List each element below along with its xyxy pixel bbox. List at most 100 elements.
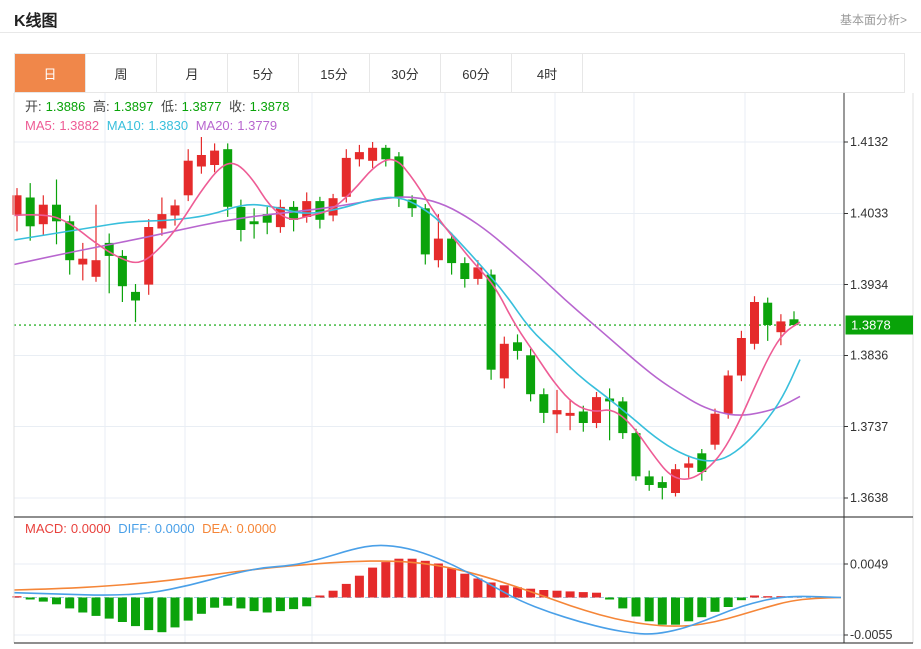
macd-bar [368,567,378,598]
price-axis-label: 1.3836 [850,349,888,363]
price-axis-label: 1.4132 [850,135,888,149]
ma10-label: MA10: [106,118,145,133]
candle-body [526,355,536,395]
diff-label: DIFF: [118,521,151,536]
macd-bar [671,597,680,625]
candle-body [302,201,312,217]
candle-body [631,433,641,477]
ma20-line [13,196,801,416]
macd-bar [763,596,773,598]
tab-day[interactable]: 日 [15,54,86,92]
macd-bar [407,558,417,598]
macd-bar [592,592,601,598]
low-value: 1.3877 [181,99,222,114]
candle-body [539,394,549,413]
candle-body [78,258,88,265]
macd-bar [499,585,509,598]
ma10-value: 1.3830 [148,118,189,133]
macd-bar [631,597,641,617]
macd-bar [236,597,246,609]
candle-body [25,197,35,227]
macd-bar [328,590,338,598]
candle-body [723,375,733,414]
ma10-line [13,196,801,462]
macd-bar [104,597,114,619]
macd-info: MACD: 0.0000 DIFF: 0.0000 DEA: 0.0000 [25,521,280,536]
candle-body [789,319,799,326]
macd-bar [117,597,127,622]
candle-body [420,208,430,255]
macd-bar [38,597,48,602]
candle-body [697,453,707,472]
macd-bar [539,590,549,598]
candle-body [460,263,470,279]
candle-body [52,204,61,222]
macd-bar [91,597,101,616]
last-price-badge [845,315,913,335]
candle-body [262,214,272,223]
macd-bar [394,558,404,598]
tab-15min[interactable]: 15分 [299,54,370,92]
macd-bar [354,575,364,598]
macd-bar [78,597,88,613]
tab-5min[interactable]: 5分 [228,54,299,92]
macd-bar [289,597,299,610]
candle-body [513,342,522,351]
candle-body [341,157,351,197]
macd-bar [552,590,562,598]
macd-bar [262,597,272,613]
tab-week[interactable]: 周 [86,54,157,92]
page-title: K线图 [14,13,58,30]
low-label: 低: [161,99,178,114]
diff-value: 0.0000 [154,521,195,536]
candle-body [657,482,667,488]
candle-body [131,291,140,301]
candle-body [776,321,786,333]
macd-bar [433,563,443,598]
macd-bar [249,597,259,612]
candle-body [473,267,483,279]
candle-body [275,206,285,228]
dea-label: DEA: [202,521,233,536]
tab-4hour[interactable]: 4时 [512,54,583,92]
dea-line [13,560,842,627]
macd-bar [12,596,22,598]
macd-bar [131,597,140,627]
macd-bar [460,573,470,598]
macd-bar [486,582,496,598]
candle-body [565,412,575,416]
candle-body [117,255,127,287]
candle-body [407,199,417,209]
ma-info: MA5: 1.3882 MA10: 1.3830 MA20: 1.3779 [25,118,281,133]
candle-body [592,397,601,423]
ma20-value: 1.3779 [237,118,278,133]
candle-body [354,152,364,160]
macd-bar [736,597,746,601]
diff-line [13,544,842,635]
candle-body [710,413,720,445]
tab-30min[interactable]: 30分 [370,54,441,92]
tab-60min[interactable]: 60分 [441,54,512,92]
macd-bar [25,597,35,600]
macd-bar [315,595,325,598]
candle-body [499,343,509,379]
macd-bar [644,597,654,622]
macd-bar [513,587,522,598]
candle-body [144,227,154,285]
macd-bar [605,597,615,600]
last-price-badge-text: 1.3878 [851,318,891,333]
macd-value: 0.0000 [70,521,111,536]
candle-body [157,214,167,229]
high-value: 1.3897 [113,99,154,114]
open-label: 开: [25,99,42,114]
tab-month[interactable]: 月 [157,54,228,92]
macd-bar [144,597,154,631]
ohlc-info: 开: 1.3886 高: 1.3897 低: 1.3877 收: 1.3878 [25,96,293,115]
ma5-label: MA5: [25,118,56,133]
candle-body [249,221,259,225]
candle-body [671,469,680,493]
header-divider [0,32,921,33]
macd-bar [341,583,351,598]
fundamental-analysis-link[interactable]: 基本面分析> [839,13,907,27]
